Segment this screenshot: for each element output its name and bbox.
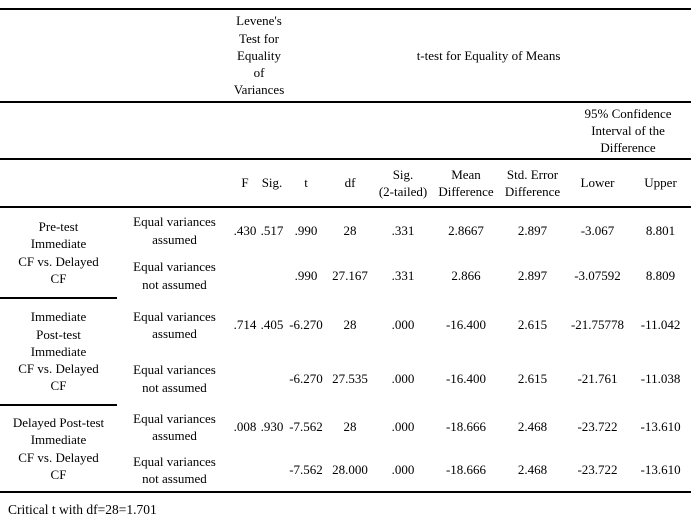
value-upper: 8.809 <box>645 267 676 283</box>
value-t: -6.270 <box>289 370 323 386</box>
col-header-t: t <box>286 159 326 208</box>
value-mean-difference: -18.666 <box>445 419 487 435</box>
value-sig: .405 <box>260 317 284 333</box>
variance-label: Equal variances assumed <box>133 308 216 341</box>
value-df: 28.000 <box>326 449 374 493</box>
value-f <box>232 449 258 493</box>
table-row: Equal variances not assumed .990 27.167 … <box>0 253 691 298</box>
value-sig: .930 <box>260 419 284 435</box>
value-upper: -13.610 <box>630 449 691 493</box>
value-lower: -23.722 <box>565 449 630 493</box>
table-row: Pre-test Immediate CF vs. Delayed CF Equ… <box>0 207 691 299</box>
critical-t-note: Critical t with df=28=1.701 <box>8 502 157 517</box>
value-sig-2tailed: .000 <box>391 370 415 386</box>
value-sig-2tailed: .000 <box>374 449 432 493</box>
value-lower: -3.067 <box>580 222 615 238</box>
variance-label: Equal variances not assumed <box>133 362 216 395</box>
value-std-error-difference: 2.897 <box>517 267 548 283</box>
ttest-results-table: Levene's Test for Equality of Variances … <box>0 8 691 493</box>
value-lower: -23.722 <box>577 419 618 435</box>
value-df: 27.167 <box>332 267 368 283</box>
variance-label: Equal variances not assumed <box>117 449 232 493</box>
group-label-immediate-posttest: Immediate Post-test Immediate CF vs. Del… <box>0 298 117 406</box>
header-spacer <box>0 159 232 208</box>
value-upper: 8.801 <box>645 222 676 238</box>
value-mean-difference: 2.8667 <box>448 222 484 238</box>
header-spacer <box>0 9 232 103</box>
group-label-delayed-posttest: Delayed Post-test Immediate CF vs. Delay… <box>0 405 117 493</box>
value-mean-difference: -16.400 <box>445 317 487 333</box>
header-row-columns: F Sig. t df Sig. (2-tailed) Mean Differe… <box>0 159 691 208</box>
variance-label: Equal variances not assumed <box>133 259 216 292</box>
variance-label: Equal variances assumed <box>133 410 216 443</box>
col-header-std-error-difference: Std. Error Difference <box>500 159 565 208</box>
value-mean-difference: -16.400 <box>445 370 487 386</box>
value-df: 28 <box>343 222 357 238</box>
value-df: 27.535 <box>332 370 368 386</box>
col-header-df: df <box>326 159 374 208</box>
value-sig <box>258 449 286 493</box>
variance-label: Equal variances assumed <box>133 214 216 247</box>
value-f <box>232 352 258 405</box>
value-sig-2tailed: .000 <box>391 317 415 333</box>
value-sig-2tailed: .331 <box>391 267 415 283</box>
value-lower: -3.07592 <box>574 267 621 283</box>
value-std-error-difference: 2.897 <box>517 222 548 238</box>
value-df: 28 <box>343 317 357 333</box>
value-sig: .517 <box>260 222 284 238</box>
col-header-sig: Sig. <box>258 159 286 208</box>
value-sig-2tailed: .331 <box>391 222 415 238</box>
table-row: Equal variances not assumed -6.270 27.53… <box>0 352 691 405</box>
table-row: Delayed Post-test Immediate CF vs. Delay… <box>0 405 691 493</box>
value-std-error-difference: 2.615 <box>517 370 548 386</box>
value-f <box>232 253 258 298</box>
value-lower: -21.75778 <box>570 317 625 333</box>
value-t: .990 <box>294 222 318 238</box>
value-upper: -13.610 <box>640 419 681 435</box>
ttest-header: t-test for Equality of Means <box>286 9 691 103</box>
confidence-interval-header: 95% Confidence Interval of the Differenc… <box>565 102 691 160</box>
header-spacer <box>0 102 565 160</box>
group-label-pretest: Pre-test Immediate CF vs. Delayed CF <box>0 207 117 299</box>
value-t: .990 <box>294 267 318 283</box>
col-header-upper: Upper <box>630 159 691 208</box>
col-header-mean-difference: Mean Difference <box>432 159 500 208</box>
value-mean-difference: 2.866 <box>451 267 481 283</box>
value-sig-2tailed: .000 <box>391 419 415 435</box>
value-std-error-difference: 2.468 <box>517 419 548 435</box>
value-t: -7.562 <box>289 419 323 435</box>
col-header-f: F <box>232 159 258 208</box>
col-header-sig-2tailed: Sig. (2-tailed) <box>374 159 432 208</box>
value-upper: -11.038 <box>640 370 681 386</box>
col-header-lower: Lower <box>565 159 630 208</box>
value-sig <box>258 352 286 405</box>
value-df: 28 <box>343 419 357 435</box>
header-row-ci: 95% Confidence Interval of the Differenc… <box>0 102 691 160</box>
value-std-error-difference: 2.615 <box>517 317 548 333</box>
value-t: -7.562 <box>286 449 326 493</box>
value-f: .008 <box>233 419 257 435</box>
header-row-tests: Levene's Test for Equality of Variances … <box>0 9 691 103</box>
levene-test-header: Levene's Test for Equality of Variances <box>232 9 286 103</box>
value-mean-difference: -18.666 <box>432 449 500 493</box>
value-f: .430 <box>233 222 257 238</box>
value-std-error-difference: 2.468 <box>500 449 565 493</box>
value-t: -6.270 <box>289 317 323 333</box>
value-sig <box>258 253 286 298</box>
value-f: .714 <box>233 317 257 333</box>
table-row: Equal variances not assumed -7.562 28.00… <box>0 449 691 493</box>
value-upper: -11.042 <box>640 317 681 333</box>
value-lower: -21.761 <box>577 370 618 386</box>
table-row: Immediate Post-test Immediate CF vs. Del… <box>0 298 691 406</box>
